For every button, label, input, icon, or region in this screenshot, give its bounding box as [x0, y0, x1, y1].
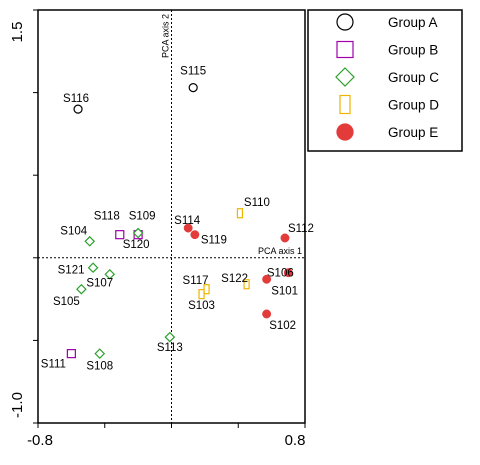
data-point-s115 [188, 83, 198, 93]
x-tick-label: 0.8 [285, 432, 306, 449]
point-label: S121 [58, 265, 85, 277]
data-point-s105 [76, 283, 87, 295]
point-label: S119 [201, 235, 227, 247]
point-label: S106 [267, 268, 294, 280]
legend-box [307, 9, 463, 152]
point-label: S101 [271, 285, 298, 297]
data-point-s112 [280, 233, 290, 243]
series-group-d: S110 S117 S103 S122 [183, 197, 270, 312]
data-point-s108 [94, 348, 106, 359]
point-label: S107 [86, 277, 113, 289]
x-tick-label: -0.8 [27, 432, 53, 449]
data-point-s120 [132, 227, 144, 239]
data-point-s114 [183, 223, 193, 233]
data-point-s111 [66, 349, 76, 359]
point-label: S120 [123, 239, 150, 251]
data-point-s103 [198, 289, 205, 300]
point-label: S109 [129, 211, 156, 223]
point-label: S114 [174, 215, 201, 227]
point-label: S103 [188, 300, 215, 312]
data-point-s122 [243, 279, 250, 290]
data-point-s118 [115, 230, 125, 240]
point-label: S117 [183, 275, 209, 287]
legend: Group A Group B Group C Group D Group E [307, 9, 463, 152]
pca-axis-1-label: PCA axis 1 [258, 246, 302, 256]
legend-marker [336, 13, 354, 31]
pca-axis-2-label: PCA axis 2 [161, 14, 171, 58]
data-point-s104 [84, 235, 96, 247]
series-group-a: S116 S115 [63, 66, 206, 114]
legend-marker [336, 123, 354, 141]
point-label: S105 [53, 296, 80, 308]
point-label: S122 [221, 273, 248, 285]
y-tick-label: -1.0 [9, 392, 26, 418]
legend-label: Group A [388, 15, 438, 30]
data-point-s102 [262, 309, 272, 319]
legend-marker [339, 94, 351, 115]
data-point-s106 [283, 268, 293, 278]
data-point-s101 [262, 274, 272, 284]
series-group-b: S118 S109 S111 [41, 211, 156, 371]
data-point-s116 [73, 104, 83, 114]
point-label: S118 [94, 211, 120, 223]
data-point-s121 [87, 262, 99, 274]
point-label: S115 [180, 66, 206, 78]
data-point-s110 [236, 208, 244, 219]
legend-marker [335, 67, 355, 87]
point-label: S102 [269, 320, 296, 332]
legend-label: Group E [388, 125, 438, 140]
data-point-s119 [190, 230, 200, 240]
legend-label: Group C [388, 70, 439, 85]
point-label: S110 [244, 197, 270, 209]
point-label: S104 [60, 225, 87, 237]
legend-marker [336, 40, 354, 59]
data-point-s113 [164, 331, 176, 343]
point-label: S112 [288, 223, 314, 235]
data-point-s107 [104, 268, 116, 280]
y-tick-label: 1.5 [9, 22, 26, 43]
point-label: S116 [63, 93, 89, 105]
point-label: S108 [86, 361, 113, 373]
point-label: S111 [41, 359, 66, 371]
legend-label: Group D [388, 98, 439, 113]
point-label: S113 [157, 342, 183, 354]
legend-label: Group B [388, 43, 438, 58]
